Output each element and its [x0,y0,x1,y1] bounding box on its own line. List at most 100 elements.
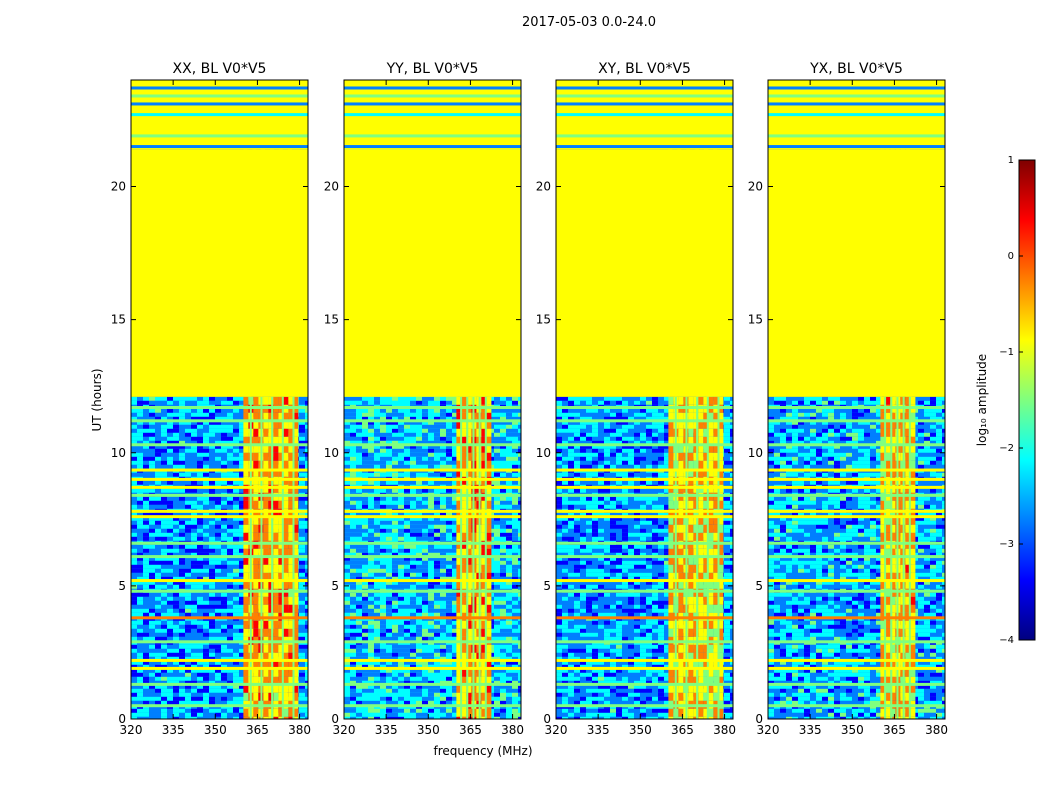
noise-cell [494,556,500,561]
noise-cell [404,612,410,617]
noise-cell [434,460,440,465]
noise-cell [428,464,434,469]
noise-cell [380,416,386,421]
band-cell [268,580,274,589]
noise-cell [350,644,356,649]
noise-cell [386,620,392,625]
noise-cell [494,636,500,641]
noise-cell [131,456,137,461]
noise-cell [356,572,362,577]
noise-cell [392,524,398,529]
band-cell [263,660,269,669]
band-cell [293,548,299,557]
band-cell [283,532,289,541]
noise-cell [344,628,350,633]
noise-cell [428,400,434,405]
noise-cell [386,580,392,585]
band-cell [243,500,249,509]
noise-cell [446,632,452,637]
band-cell [268,564,274,573]
noise-cell [500,612,506,617]
noise-cell [161,452,167,457]
noise-cell [410,496,416,501]
noise-cell [161,620,167,625]
noise-cell [227,460,233,465]
noise-cell [185,464,191,469]
band-cell [263,620,269,629]
noise-cell [299,712,305,717]
noise-cell [404,628,410,633]
noise-cell [167,684,173,689]
noise-cell [191,400,197,405]
noise-cell [215,668,221,673]
noise-cell [197,528,203,533]
noise-cell [203,416,209,421]
band-cell [288,500,294,509]
noise-cell [428,592,434,597]
noise-cell [137,596,143,601]
noise-cell [494,460,500,465]
noise-cell [398,548,404,553]
noise-cell [392,628,398,633]
noise-cell [209,684,215,689]
noise-cell [143,424,149,429]
noise-cell [410,528,416,533]
noise-cell [416,536,422,541]
noise-cell [398,656,404,661]
noise-cell [239,396,245,401]
noise-cell [149,620,155,625]
noise-cell [161,572,167,577]
noise-cell [233,408,239,413]
noise-cell [368,516,374,521]
band-cell [288,652,294,661]
noise-cell [299,656,305,661]
noise-cell [392,608,398,613]
noise-cell [173,568,179,573]
noise-cell [137,460,143,465]
noise-cell [350,632,356,637]
noise-cell [350,636,356,641]
noise-cell [356,408,362,413]
noise-cell [239,628,245,633]
noise-cell [494,512,500,517]
band-cell [288,564,294,573]
noise-cell [221,460,227,465]
noise-cell [179,708,185,713]
noise-cell [404,632,410,637]
noise-cell [422,576,428,581]
noise-cell [131,628,137,633]
noise-cell [404,596,410,601]
noise-cell [392,504,398,509]
band-cell [288,620,294,629]
noise-cell [392,620,398,625]
noise-cell [197,576,203,581]
noise-cell [161,624,167,629]
noise-cell [173,560,179,565]
noise-cell [344,500,350,505]
noise-cell [434,648,440,653]
noise-cell [131,676,137,681]
noise-cell [434,552,440,557]
noise-cell [155,448,161,453]
noise-cell [362,412,368,417]
noise-cell [233,544,239,549]
band-cell [268,660,274,669]
noise-cell [434,500,440,505]
noise-cell [305,504,308,509]
noise-cell [494,428,500,433]
noise-cell [500,444,506,449]
noise-cell [143,676,149,681]
noise-cell [305,496,308,501]
band-cell [268,668,274,677]
noise-cell [143,584,149,589]
noise-cell [518,560,521,565]
noise-cell [215,536,221,541]
noise-cell [362,628,368,633]
noise-cell [233,556,239,561]
noise-cell [434,412,440,417]
band-cell [268,572,274,581]
noise-cell [518,472,521,477]
noise-cell [344,608,350,613]
band-cell [273,564,279,573]
